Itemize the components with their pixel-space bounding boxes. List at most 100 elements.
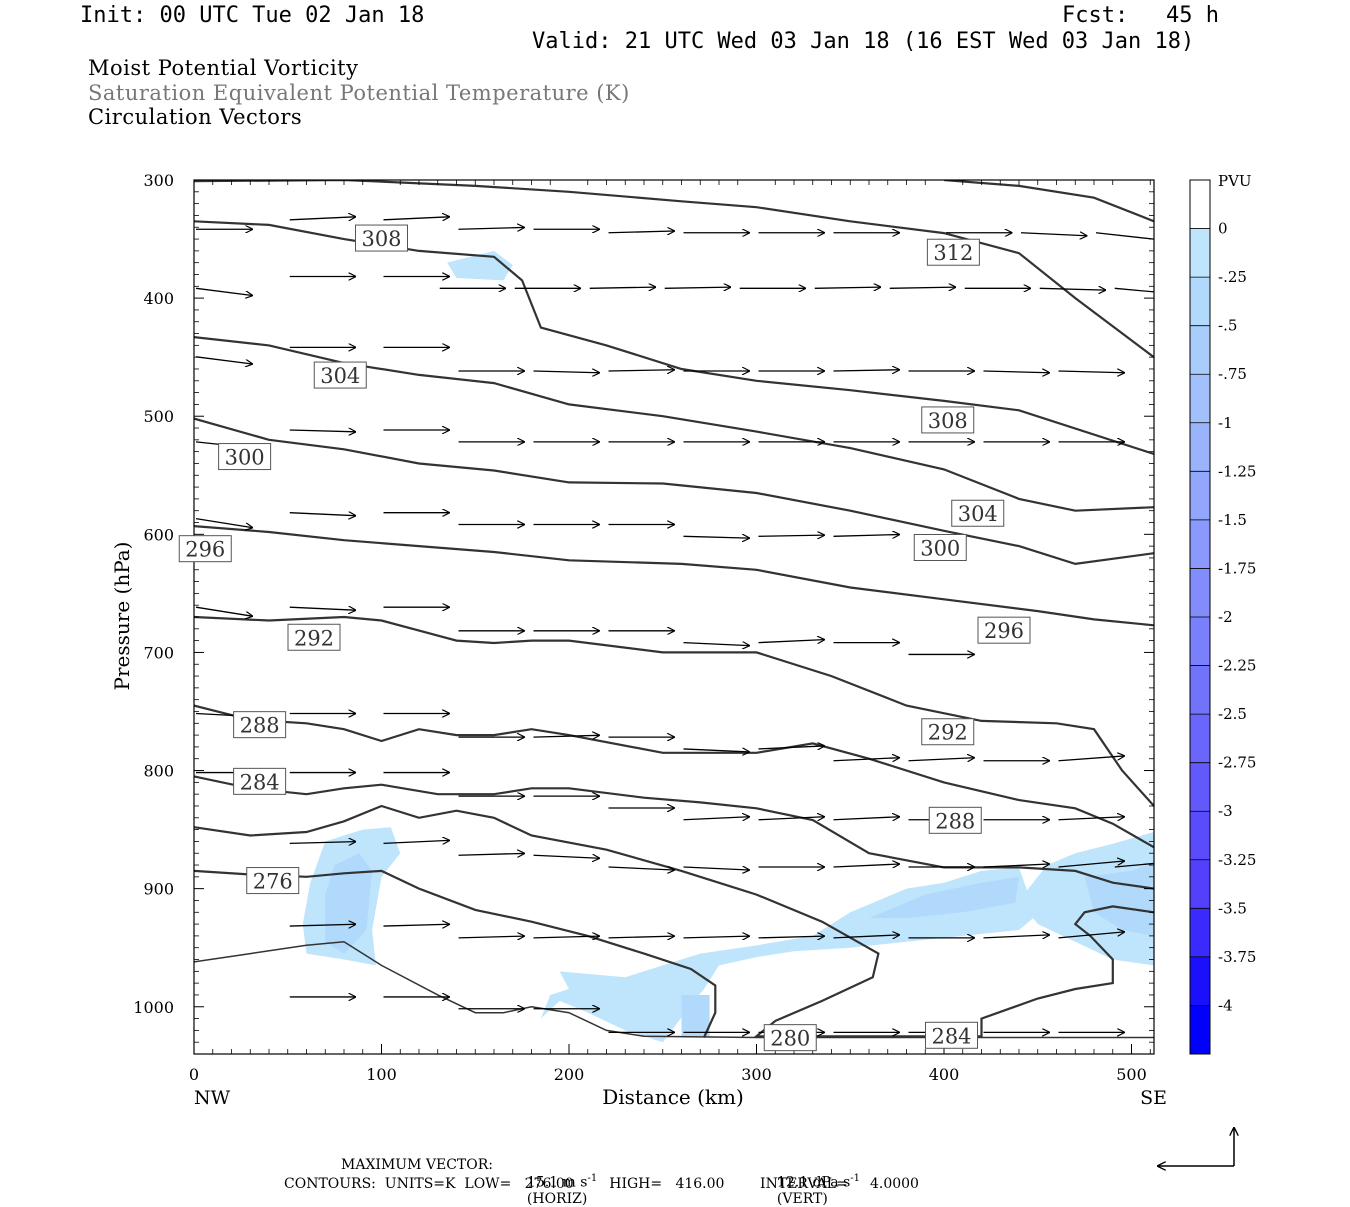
y-tick-label: 1000 [133,998,174,1017]
contour-label-5: 288 [233,711,287,739]
vector-88 [833,817,900,820]
vector-30 [608,370,675,371]
vector-106 [458,936,525,938]
contour-label-1: 280 [763,1024,817,1052]
vector-64 [683,643,750,646]
contour-label-text: 276 [253,870,293,894]
vector-77 [908,758,975,761]
contour-296 [194,615,1154,807]
field-title-vectors: Circulation Vectors [88,105,303,129]
vector-50 [289,513,356,516]
contour-label-8: 296 [977,616,1031,644]
colorbar-swatch-1 [1190,228,1210,278]
contour-labels: 276 280 284 284 288 288 292 292 296 296 300 300 304 3… [178,224,1031,1052]
horiz-exponent: -1 [587,1173,598,1184]
vector-113 [983,935,1050,938]
vector-24 [1114,287,1154,293]
vector-56 [758,535,825,536]
contour-label-text: 284 [240,770,280,794]
colorbar-swatch-7 [1190,519,1210,569]
y-tick-label: 500 [143,407,174,426]
colorbar-label: -.75 [1218,365,1247,383]
contour-280 [194,869,717,1038]
contour-label-11: 300 [218,443,272,471]
field-title-theta-es: Saturation Equivalent Potential Temperat… [88,81,630,105]
vector-0 [289,217,356,220]
vector-105 [383,924,450,926]
vector-114 [1058,932,1125,939]
contour-288 [194,775,1154,890]
contour-label-13: 304 [313,361,367,389]
vector-93 [383,840,450,843]
vector-29 [533,371,600,373]
horiz-unit: (HORIZ) [526,1190,588,1207]
contour-label-3: 284 [233,767,287,795]
init-time: Init: 00 UTC Tue 02 Jan 18 [80,3,425,28]
vector-65 [758,640,825,643]
contour-label-text: 292 [928,721,968,745]
colorbar-swatch-14 [1190,859,1210,909]
axis-labels: Pressure (hPa) Distance (km) NW SE [110,542,1167,1109]
contour-label-14: 308 [921,406,975,434]
colorbar-swatch-4 [1190,374,1210,424]
vector-57 [833,535,900,537]
contour-320 [943,180,1154,223]
contour-284 [194,804,1154,1038]
contour-label-6: 292 [921,718,975,746]
vector-101 [983,864,1050,867]
vector-5 [608,231,675,233]
vector-59 [289,607,356,610]
colorbar-label: -.25 [1218,268,1247,286]
colorbar-label: -4 [1218,996,1233,1014]
x-end-label-left: NW [194,1087,231,1109]
vector-75 [758,746,825,749]
vector-102 [1058,861,1125,868]
pv-region-4 [681,994,710,1037]
vector-108 [608,936,675,938]
contour-label-text: 280 [770,1027,810,1051]
forecast-hours: 45 h [1166,3,1219,28]
colorbar-label: -2.5 [1218,705,1247,723]
colorbar-swatch-10 [1190,665,1210,715]
vector-35 [983,371,1050,373]
vector-107 [533,936,600,938]
max-vector-label: MAXIMUM VECTOR: [341,1157,493,1173]
colorbar-label: -3 [1218,802,1233,820]
pv-region-2 [325,853,373,954]
vector-72 [533,735,600,737]
vector-20 [814,287,881,288]
contour-label-text: 308 [928,409,968,433]
vector-25 [195,356,252,364]
vector-92 [289,842,356,844]
colorbar-swatch-17 [1190,1005,1210,1055]
colorbar-label: -2.75 [1218,754,1256,772]
contour-label-text: 304 [958,502,998,526]
contour-label-10: 300 [913,533,967,561]
vector-38 [289,430,356,432]
vector-96 [608,867,675,870]
contour-label-16: 312 [926,238,980,266]
colorbar-swatch-5 [1190,422,1210,472]
colorbar-swatch-13 [1190,811,1210,861]
vector-97 [683,867,750,870]
contour-label-text: 288 [935,809,975,833]
colorbar-swatch-9 [1190,617,1210,667]
valid-time: Valid: 21 UTC Wed 03 Jan 18 (16 EST Wed … [532,29,1195,54]
colorbar-label: -3.75 [1218,948,1256,966]
vector-12 [195,287,252,295]
forecast-label: Fcst: [1062,3,1129,28]
y-tick-label: 800 [143,762,174,781]
contour-label-text: 300 [225,446,265,470]
contour-label-7: 292 [287,623,341,651]
contours-info: CONTOURS: UNITS=K LOW= 276.00 HIGH= 416.… [284,1176,919,1192]
vert-exponent: -1 [850,1173,861,1184]
vector-33 [833,370,900,371]
pv-region-7 [1084,862,1154,936]
vector-109 [683,936,750,938]
vector-74 [683,749,750,752]
x-tick-label: 200 [554,1065,585,1084]
colorbar-label: -1 [1218,414,1233,432]
vector-91 [1058,817,1125,820]
y-tick-label: 700 [143,643,174,662]
contour-label-9: 296 [178,535,232,563]
